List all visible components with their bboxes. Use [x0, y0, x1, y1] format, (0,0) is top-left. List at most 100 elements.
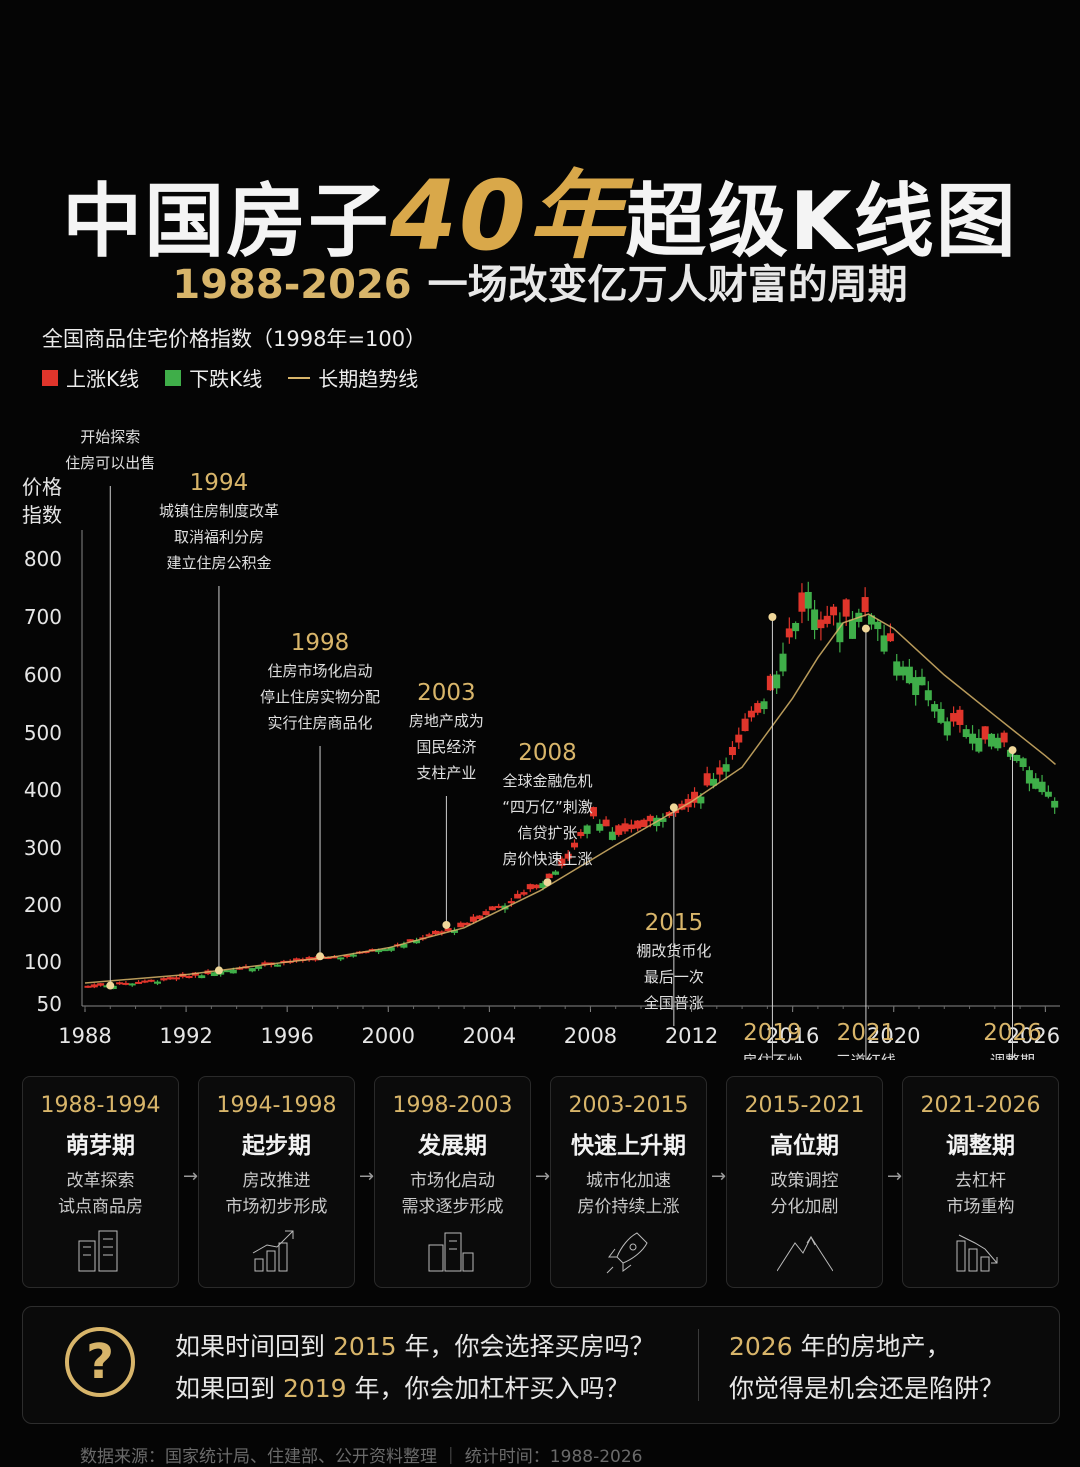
x-tick-label: 2008	[564, 1024, 617, 1048]
rocket-icon	[606, 1232, 648, 1274]
down-candle	[804, 591, 812, 609]
event-text: 住房市场化启动	[268, 662, 373, 680]
x-tick-label: 2004	[463, 1024, 516, 1048]
down-candle	[1013, 754, 1021, 762]
up-candle	[476, 915, 484, 920]
down-candle	[1019, 758, 1027, 768]
stage-desc: 城市化加速	[586, 1171, 671, 1191]
down-candle	[375, 949, 383, 953]
y-tick-label: 400	[24, 778, 62, 802]
event-text: 停止住房实物分配	[260, 688, 380, 706]
up-candle	[741, 718, 749, 732]
up-candle	[646, 815, 654, 822]
y-tick-label: 600	[24, 663, 62, 687]
up-candle	[488, 906, 496, 911]
up-candle	[185, 975, 193, 979]
event-marker	[861, 624, 870, 633]
up-candle	[97, 983, 105, 986]
up-candle	[798, 592, 806, 612]
down-candle	[229, 969, 237, 974]
down-candle	[154, 981, 161, 984]
trend-line	[84, 613, 1056, 984]
down-candle	[210, 972, 218, 977]
down-candle	[811, 609, 819, 630]
y-tick-label: 100	[24, 950, 62, 974]
up-candle	[526, 884, 534, 890]
up-candle	[817, 619, 825, 629]
event-text: 住房可以出售	[65, 454, 155, 472]
x-tick-label: 1988	[58, 1024, 111, 1048]
question-icon: ?	[65, 1327, 135, 1397]
up-candle	[122, 982, 130, 985]
up-candle	[507, 901, 515, 904]
down-candle	[337, 957, 345, 960]
event-marker	[442, 920, 451, 929]
stage-name: 发展期	[418, 1133, 487, 1159]
stage-desc: 市场化启动	[410, 1171, 495, 1191]
down-candle	[128, 983, 136, 986]
down-candle	[1038, 781, 1046, 793]
down-candle	[893, 661, 901, 676]
event-text: “四万亿”刺激	[502, 798, 593, 816]
kline-chart: 价格指数 50 100 200 300 400 500 600 700 800 1988 1992 19…	[22, 428, 1060, 1060]
stage-desc: 市场初步形成	[225, 1197, 328, 1217]
up-candle	[615, 825, 623, 835]
down-candle	[552, 871, 560, 875]
up-swatch	[42, 369, 58, 386]
up-candle	[627, 824, 635, 830]
event-text: 全国普涨	[644, 994, 704, 1012]
event-text: 房价快速上涨	[502, 850, 592, 868]
x-tick-label: 1992	[159, 1024, 212, 1048]
down-candle	[1044, 791, 1052, 797]
up-candle	[457, 922, 465, 928]
event-year: 2021	[837, 1020, 896, 1046]
event-text: 支柱产业	[416, 764, 476, 782]
event-text: 调整期	[990, 1052, 1035, 1060]
stage-card: 2003-2015 快速上升期 城市化加速 房价持续上涨	[550, 1076, 707, 1288]
stage-card: 2021-2026 调整期 去杠杆 市场重构	[902, 1076, 1059, 1288]
down-candle	[539, 883, 547, 889]
up-candle	[135, 981, 143, 984]
event-marker	[543, 878, 552, 887]
down-candle	[248, 968, 256, 972]
event-text: 建立住房公积金	[166, 554, 271, 572]
decline-chart-icon	[956, 1234, 997, 1272]
event-year: 2015	[645, 910, 704, 936]
stage-desc: 去杠杆	[955, 1171, 1006, 1191]
down-candle	[779, 653, 787, 672]
up-candle	[589, 807, 597, 817]
question-1: 如果时间回到 2015 年，你会选择买房吗？	[175, 1332, 655, 1361]
event-text: 国民经济	[416, 738, 476, 756]
event-text: 信贷扩张	[517, 824, 577, 842]
legend-trend: 长期趋势线	[288, 363, 418, 392]
data-source: 数据来源：国家统计局、住建部、公开资料整理 ｜ 统计时间：1988-2026	[80, 1447, 643, 1467]
stage-desc: 市场重构	[946, 1197, 1015, 1217]
event-marker	[106, 981, 115, 990]
event-year: 2008	[518, 740, 577, 766]
up-candle	[571, 842, 578, 848]
x-tick-label: 2000	[362, 1024, 415, 1048]
down-candle	[792, 622, 800, 632]
down-candle	[937, 708, 945, 723]
stage-name: 调整期	[946, 1133, 1015, 1159]
stage-years: 2003-2015	[568, 1093, 689, 1118]
up-candle	[147, 979, 155, 982]
down-candle	[381, 949, 389, 952]
question-4: 你觉得是机会还是陷阱？	[729, 1374, 1005, 1403]
x-tick-label: 2026	[1007, 1024, 1060, 1048]
down-candle	[924, 690, 932, 701]
stage-card: 1988-1994 萌芽期 改革探索 试点商品房	[22, 1076, 179, 1288]
down-candle	[450, 930, 458, 933]
growth-chart-icon	[252, 1230, 293, 1272]
event-marker	[1008, 746, 1017, 755]
down-candle	[349, 954, 357, 957]
y-tick-label: 500	[24, 721, 62, 745]
down-candle	[905, 666, 913, 684]
up-candle	[830, 606, 838, 616]
stage-card: 2015-2021 高位期 政策调控 分化加剧	[726, 1076, 883, 1288]
down-candle	[988, 733, 995, 747]
event-year: 2003	[417, 680, 476, 706]
down-candle	[659, 818, 667, 822]
down-candle	[274, 964, 282, 967]
up-candle	[703, 773, 711, 786]
